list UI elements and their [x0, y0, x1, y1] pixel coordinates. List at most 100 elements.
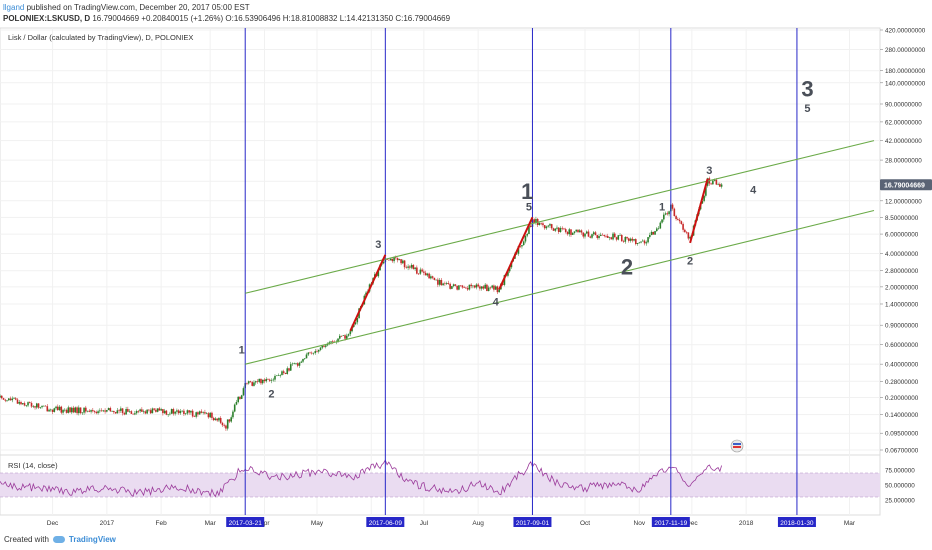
candle-body	[654, 231, 656, 235]
date-badge-bg	[366, 517, 405, 527]
candle-body	[645, 242, 648, 244]
candle-body	[601, 234, 604, 236]
candle-body	[181, 410, 183, 412]
candle-body	[564, 229, 567, 233]
price-tick-label: 2.00000000	[885, 284, 919, 291]
candle-body	[11, 398, 14, 401]
event-flag-icon[interactable]	[730, 439, 744, 453]
author-link[interactable]: llgand	[3, 3, 25, 12]
candle-body	[442, 283, 444, 286]
candle-body	[219, 417, 222, 423]
candle-body	[235, 401, 238, 405]
candle-body	[321, 345, 324, 348]
candle-body	[144, 411, 147, 414]
impulse-wave-line	[689, 178, 709, 244]
candle-body	[100, 410, 103, 412]
candle-body	[113, 410, 115, 413]
candle-body	[177, 410, 180, 414]
time-tick-label: 2018	[739, 520, 754, 527]
time-tick-label: Mar	[205, 520, 217, 527]
price-tick-label: 6.00000000	[885, 232, 919, 239]
rsi-tick-label: 25.000000	[885, 498, 915, 505]
candle-body	[403, 260, 406, 268]
candle-body	[526, 233, 529, 236]
candle-body	[162, 409, 164, 414]
candle-body	[46, 406, 49, 412]
candle-body	[521, 245, 523, 247]
candle-body	[435, 279, 437, 281]
candle-body	[668, 211, 670, 215]
candle-body	[249, 381, 252, 383]
candle-body	[298, 362, 301, 366]
candle-body	[612, 233, 614, 240]
candle-body	[550, 224, 553, 229]
candle-body	[186, 410, 189, 414]
candle-body	[221, 422, 224, 426]
candle-body	[634, 239, 637, 245]
candle-body	[25, 405, 28, 407]
candle-body	[649, 235, 651, 238]
candle-body	[307, 352, 310, 355]
candle-body	[247, 381, 250, 384]
candle-body	[254, 381, 257, 383]
price-tick-label: 420.00000000	[885, 28, 926, 35]
candle-body	[55, 406, 57, 409]
candle-body	[284, 372, 287, 374]
candle-body	[349, 331, 352, 335]
candle-body	[452, 284, 455, 287]
candle-body	[137, 411, 140, 412]
rsi-line	[0, 459, 722, 498]
price-tick-label: 4.00000000	[885, 251, 919, 258]
rsi-tick-label: 75.000000	[885, 468, 915, 475]
candle-body	[587, 231, 590, 237]
candle-body	[338, 335, 341, 339]
candle-body	[331, 341, 334, 342]
candle-body	[557, 227, 560, 233]
candle-body	[347, 334, 350, 336]
candle-body	[188, 410, 190, 413]
candle-body	[13, 398, 15, 399]
candle-body	[111, 410, 113, 412]
channel-trendline	[245, 209, 875, 365]
candle-body	[226, 419, 229, 429]
candle-body	[407, 266, 409, 268]
candle-body	[675, 216, 677, 219]
candle-body	[128, 411, 131, 412]
candle-body	[573, 231, 576, 233]
published-text: published on TradingView.com, December 2…	[26, 3, 250, 12]
candle-body	[268, 379, 271, 381]
candle-body	[109, 408, 112, 412]
candle-body	[176, 410, 178, 412]
candle-body	[121, 408, 124, 414]
candle-body	[620, 235, 623, 242]
candle-body	[463, 287, 465, 289]
candle-body	[51, 409, 54, 412]
candle-body	[615, 237, 618, 240]
time-tick-label: Nov	[634, 520, 646, 527]
wave-label: 2	[687, 255, 693, 267]
candle-body	[153, 408, 155, 410]
candle-body	[642, 240, 644, 242]
wave-label: 2	[621, 254, 633, 279]
candle-body	[277, 375, 280, 376]
candle-body	[610, 237, 613, 240]
candle-body	[664, 213, 667, 215]
candle-body	[412, 264, 415, 270]
price-tick-label: 0.20000000	[885, 395, 919, 402]
price-tick-label: 0.60000000	[885, 342, 919, 349]
candle-body	[556, 227, 558, 229]
candle-body	[85, 407, 87, 412]
tradingview-brand[interactable]: TradingView	[68, 535, 116, 544]
price-tick-label: 28.00000000	[885, 158, 922, 165]
candle-body	[656, 228, 658, 232]
candle-body	[39, 407, 42, 408]
candle-body	[253, 382, 255, 386]
candle-body	[293, 363, 296, 364]
candle-body	[132, 413, 134, 415]
time-tick-label: Oct	[580, 520, 590, 527]
candle-body	[578, 230, 581, 233]
candle-body	[382, 262, 385, 264]
candle-body	[592, 232, 595, 235]
candle-body	[496, 286, 499, 293]
